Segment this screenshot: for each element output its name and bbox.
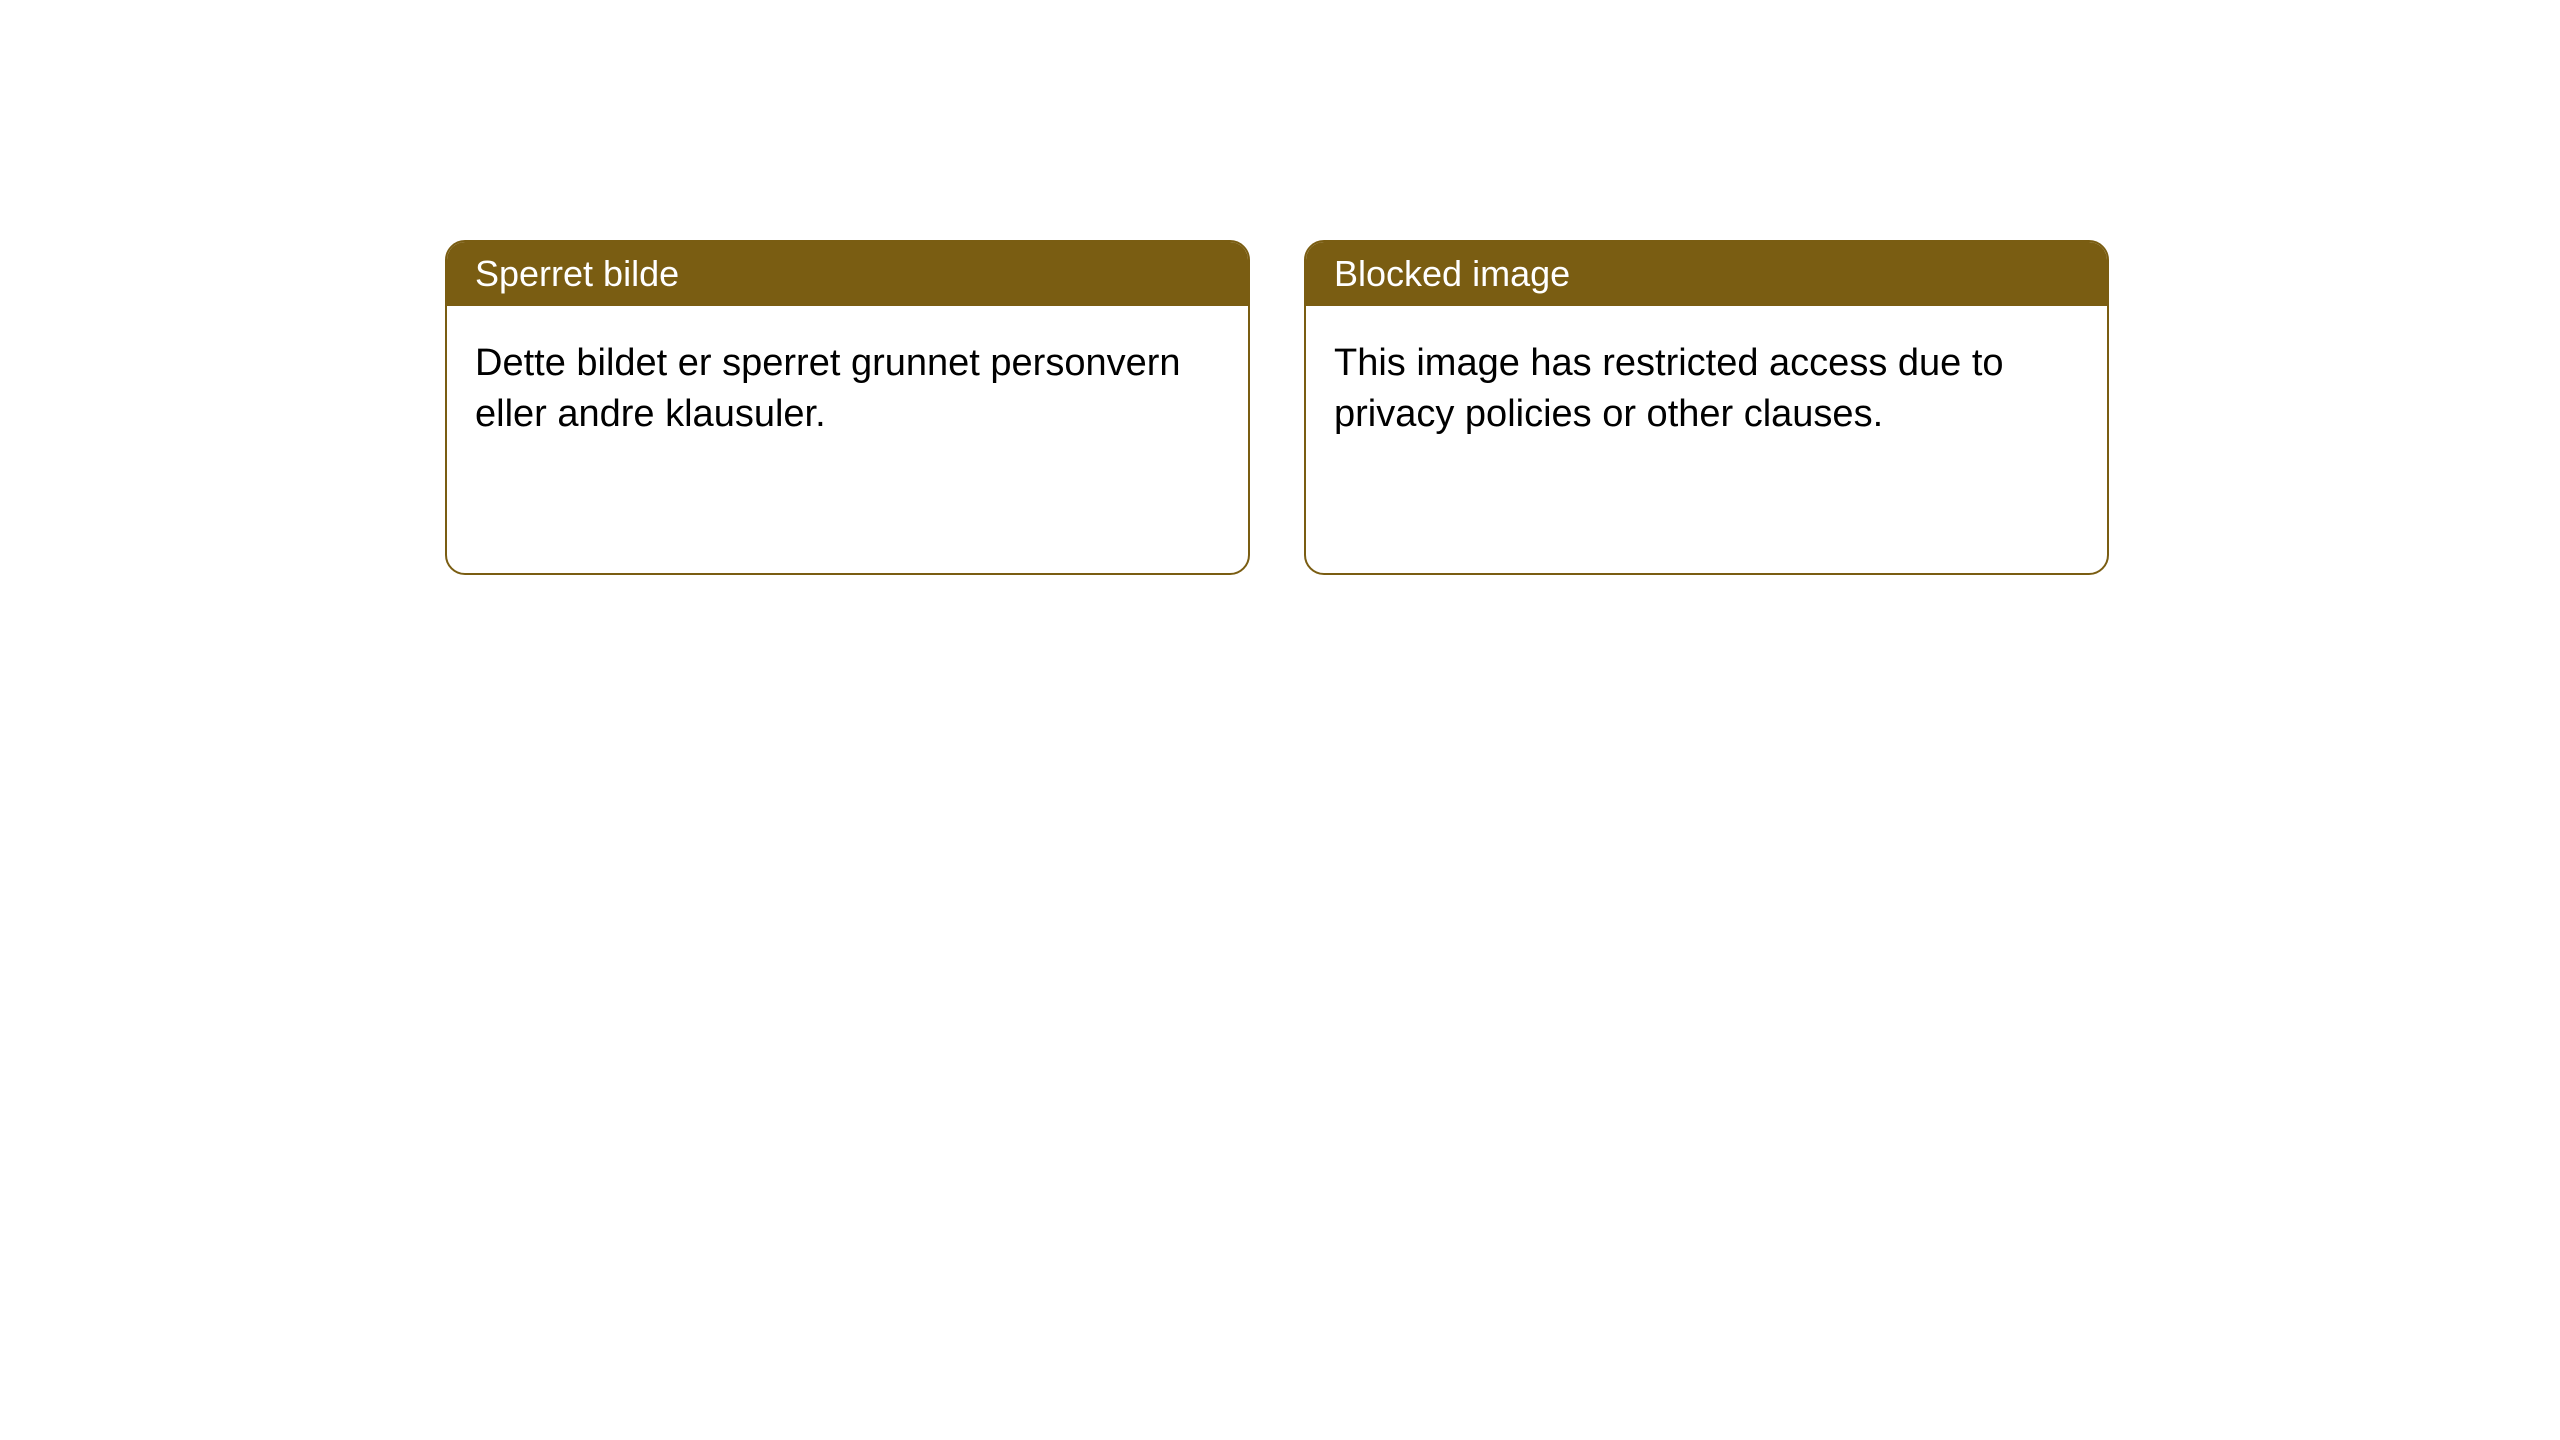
notice-card-english: Blocked image This image has restricted … xyxy=(1304,240,2109,575)
notice-card-norwegian: Sperret bilde Dette bildet er sperret gr… xyxy=(445,240,1250,575)
notice-card-title: Blocked image xyxy=(1306,242,2107,306)
notice-card-title: Sperret bilde xyxy=(447,242,1248,306)
notice-container: Sperret bilde Dette bildet er sperret gr… xyxy=(0,0,2560,575)
notice-card-body: Dette bildet er sperret grunnet personve… xyxy=(447,306,1248,473)
notice-card-body: This image has restricted access due to … xyxy=(1306,306,2107,473)
